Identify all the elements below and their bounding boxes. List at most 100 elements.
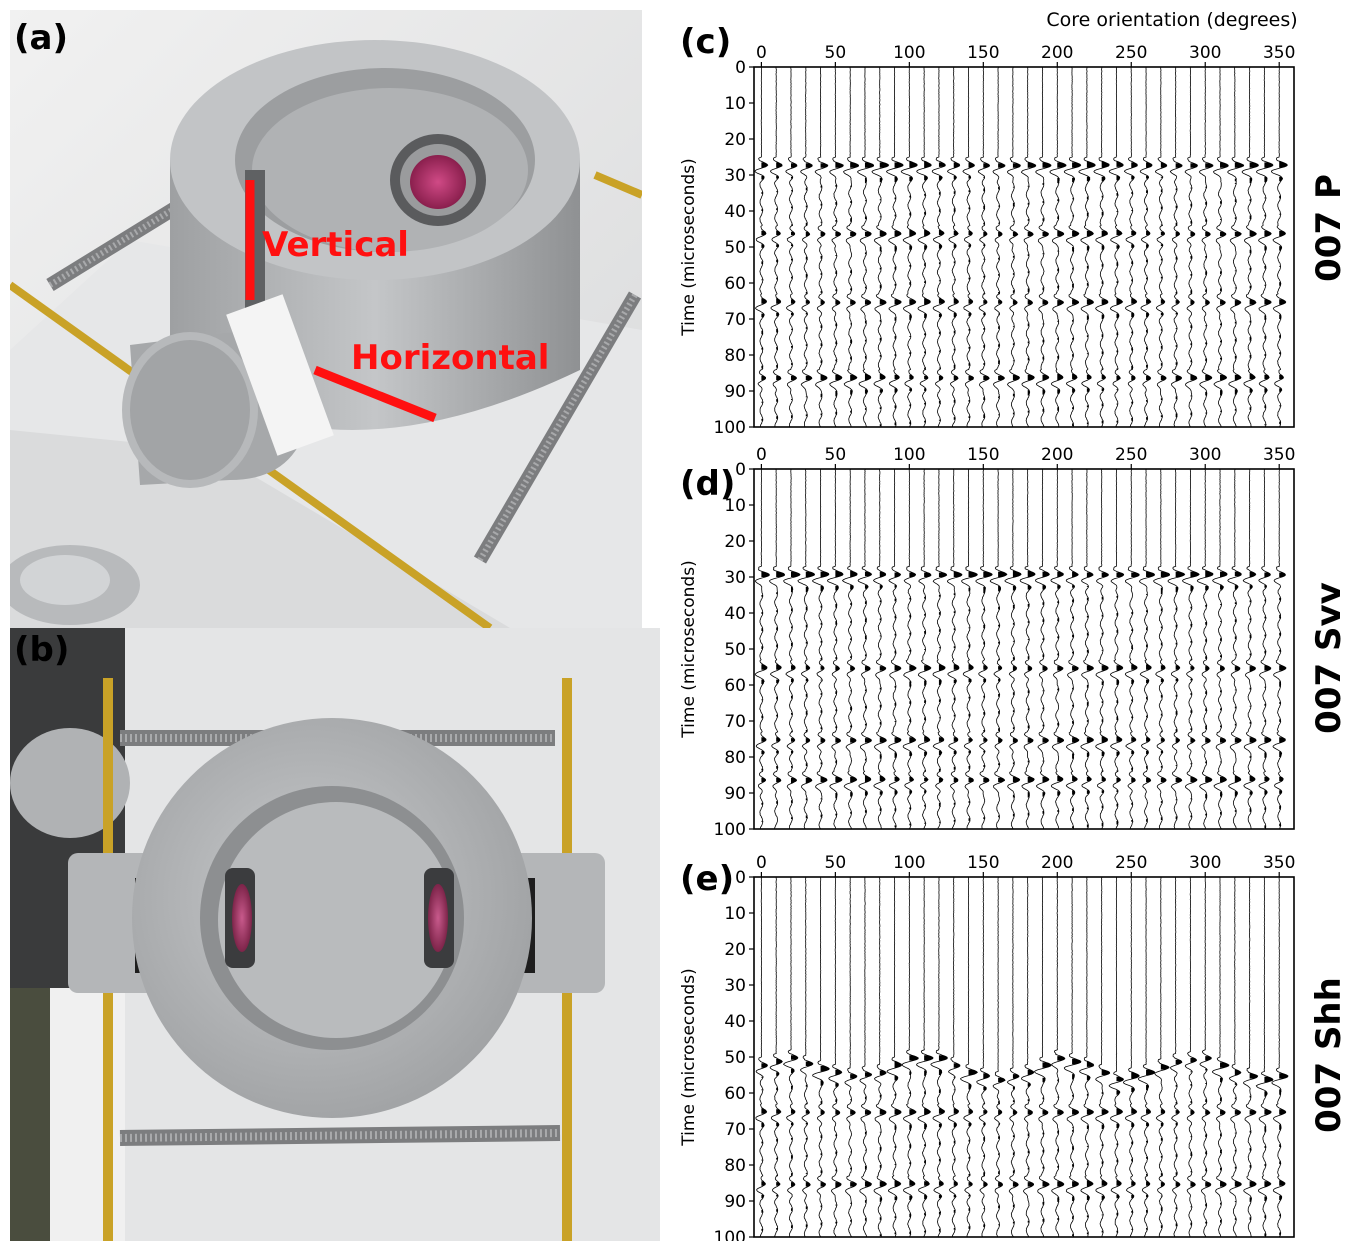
panel-c: (c) Time (microseconds) 007 P 0 50 100 150 2… [679, 22, 1349, 438]
trace-c [1270, 66, 1288, 428]
y-tick-label-e: 50 [724, 1048, 746, 1068]
trace-fill-e [1146, 1069, 1155, 1230]
trace-e [1243, 876, 1259, 1238]
x-tick-label-c: 200 [1041, 43, 1073, 63]
trace-e [1184, 877, 1197, 1238]
trace-fill-c [1116, 161, 1124, 423]
y-axis-label-e: Time (microseconds) [679, 968, 699, 1146]
trace-fill-c [1101, 161, 1110, 424]
plot-frame-e [753, 876, 1295, 1238]
plot-frame-c [753, 66, 1295, 428]
trace-e [828, 876, 843, 1238]
y-tick-label-d: 40 [724, 604, 746, 624]
trace-fill-d [1086, 572, 1094, 828]
trace-fill-c [938, 162, 946, 421]
trace-c [1049, 66, 1067, 428]
trace-fill-e [1086, 1061, 1094, 1235]
panel-letter-e: (e) [680, 859, 734, 899]
y-tick-label-e: 30 [724, 976, 746, 996]
trace-fill-c [1175, 163, 1183, 418]
trace-e [1169, 876, 1183, 1237]
trace-fill-e [968, 1069, 978, 1229]
y-tick-label-c: 80 [724, 346, 746, 366]
trace-d [902, 468, 917, 830]
y-tick-label-e: 40 [724, 1012, 746, 1032]
trace-d [1227, 468, 1242, 830]
trace-e [755, 876, 768, 1238]
trace-fill-c [761, 162, 768, 421]
trace-d [1050, 468, 1064, 830]
trace-fill-e [1042, 1062, 1052, 1222]
trace-e [1212, 876, 1230, 1238]
trace-e [1154, 877, 1170, 1237]
y-tick-label-d: 10 [724, 496, 746, 516]
trace-c [977, 66, 991, 427]
y-tick-label-e: 90 [724, 1192, 746, 1212]
y-tick-label-c: 50 [724, 238, 746, 258]
trace-d [857, 468, 873, 830]
trace-c [770, 66, 783, 428]
x-tick-label-e: 300 [1189, 853, 1221, 873]
trace-fill-e [1175, 1059, 1182, 1227]
y-tick-label-c: 100 [714, 418, 746, 438]
trace-c [1199, 66, 1214, 428]
horizontal-label: Horizontal [351, 338, 549, 378]
trace-e [859, 876, 873, 1238]
trace-d [1124, 468, 1140, 830]
trace-d [1153, 468, 1171, 830]
trace-e [1228, 876, 1242, 1237]
trace-d [989, 468, 1008, 830]
y-tick-label-e: 20 [724, 940, 746, 960]
trace-c [871, 67, 890, 427]
trace-e [1063, 877, 1082, 1238]
trace-c [1063, 67, 1082, 428]
trace-d [1004, 468, 1022, 830]
trace-fill-c [924, 161, 932, 423]
trace-fill-c [1279, 161, 1288, 425]
trace-fill-d [1101, 572, 1109, 827]
trace-d [1182, 468, 1200, 830]
trace-c [885, 66, 904, 428]
trace-d [1212, 468, 1228, 830]
panel-letter-a: (a) [14, 18, 69, 58]
trace-d [1035, 468, 1050, 830]
trace-fill-d [1279, 572, 1286, 827]
trace-d [827, 469, 844, 830]
trace-c [900, 66, 918, 428]
trace-c [916, 66, 932, 428]
trace-e [902, 877, 919, 1238]
trace-c [1020, 66, 1037, 428]
panel-d: (d) Time (microseconds) 007 Svv 0 50 100 15… [679, 445, 1349, 840]
y-tick-label-d: 90 [724, 784, 746, 804]
x-tick-label-c: 150 [967, 43, 999, 63]
y-tick-label-e: 100 [714, 1228, 746, 1241]
trace-d [783, 468, 801, 830]
trace-c [1213, 66, 1229, 428]
x-tick-label-d: 300 [1189, 445, 1221, 465]
trace-c [992, 66, 1006, 428]
trace-fill-e [1116, 1076, 1124, 1233]
trace-c [1035, 66, 1052, 428]
trace-fill-d [1116, 572, 1124, 825]
trace-e [1199, 876, 1212, 1238]
trace-fill-c [983, 163, 990, 418]
top-axis-label: Core orientation (degrees) [1046, 9, 1297, 31]
trace-fill-c [1190, 163, 1198, 416]
trace-e [812, 876, 830, 1238]
trace-e [1051, 876, 1066, 1238]
trace-d [917, 468, 932, 830]
trace-c [1154, 66, 1168, 427]
trace-d [932, 468, 948, 830]
trace-e [800, 877, 814, 1238]
x-tick-label-d: 200 [1041, 445, 1073, 465]
trace-d [888, 468, 902, 829]
trace-c [962, 66, 975, 428]
trace-c [785, 67, 798, 428]
y-tick-label-c: 0 [735, 58, 746, 78]
trace-fill-d [894, 572, 901, 828]
trace-fill-c [998, 163, 1005, 416]
x-tick-label-d: 100 [893, 445, 925, 465]
trace-e [1271, 876, 1289, 1238]
trace-e [1108, 876, 1124, 1238]
x-tick-label-c: 0 [756, 43, 767, 63]
